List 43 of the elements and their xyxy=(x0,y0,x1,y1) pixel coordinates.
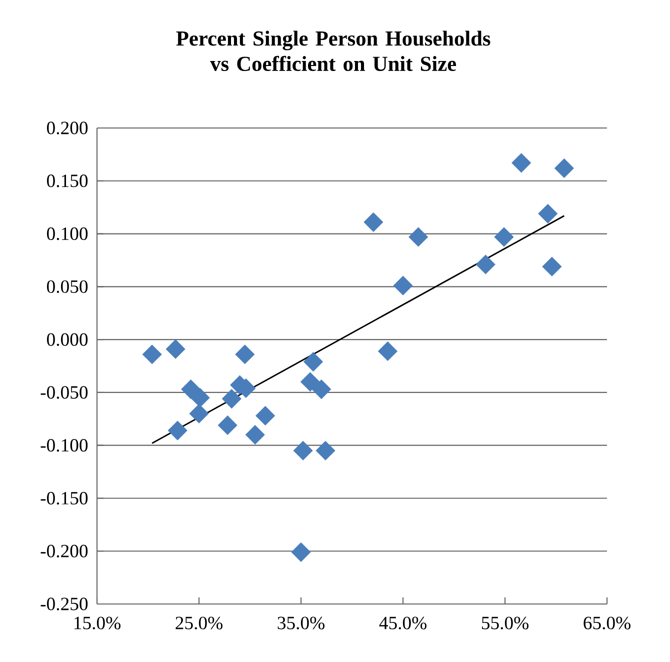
point xyxy=(166,339,186,359)
y-tick-label: -0.200 xyxy=(40,544,88,558)
point xyxy=(476,254,496,274)
y-tick-label: 0.200 xyxy=(47,122,88,134)
point xyxy=(408,227,428,247)
x-tick-label: 55.0% xyxy=(482,616,528,630)
y-tick-label: 0.000 xyxy=(47,333,88,346)
point xyxy=(256,406,275,426)
point xyxy=(235,344,255,364)
y-tick-label: 0.150 xyxy=(47,174,88,188)
point xyxy=(189,404,209,424)
point xyxy=(542,256,562,276)
y-tick-label: -0.250 xyxy=(40,598,88,610)
point xyxy=(494,227,514,247)
y-tick-label: -0.100 xyxy=(40,438,88,452)
x-tick-label: 15.0% xyxy=(74,616,120,630)
x-tick-label: 45.0% xyxy=(379,616,426,630)
point xyxy=(291,542,311,562)
point xyxy=(393,276,413,296)
x-tick-label: 65.0% xyxy=(584,616,630,630)
point xyxy=(304,352,323,372)
point xyxy=(190,388,210,408)
point xyxy=(222,389,242,408)
y-tick-label: -0.150 xyxy=(40,492,88,505)
point xyxy=(218,416,238,435)
y-tick-label: 0.050 xyxy=(47,280,88,294)
x-tick-label: 25.0% xyxy=(176,616,222,630)
point xyxy=(538,204,558,224)
point xyxy=(293,440,313,460)
chart-title: Percent Single Person Households vs Coefficient on Unit Size xyxy=(176,30,490,72)
y-tick-label: -0.050 xyxy=(40,386,88,399)
y-tick-label: 0.100 xyxy=(47,227,88,240)
point xyxy=(512,153,532,173)
point xyxy=(300,372,320,392)
point xyxy=(312,380,332,399)
point xyxy=(554,158,574,178)
x-tick-label: 35.0% xyxy=(278,616,324,630)
point xyxy=(364,212,384,232)
point xyxy=(245,425,265,444)
point xyxy=(168,420,188,440)
point xyxy=(316,440,336,460)
point xyxy=(142,344,162,364)
point xyxy=(378,342,398,361)
